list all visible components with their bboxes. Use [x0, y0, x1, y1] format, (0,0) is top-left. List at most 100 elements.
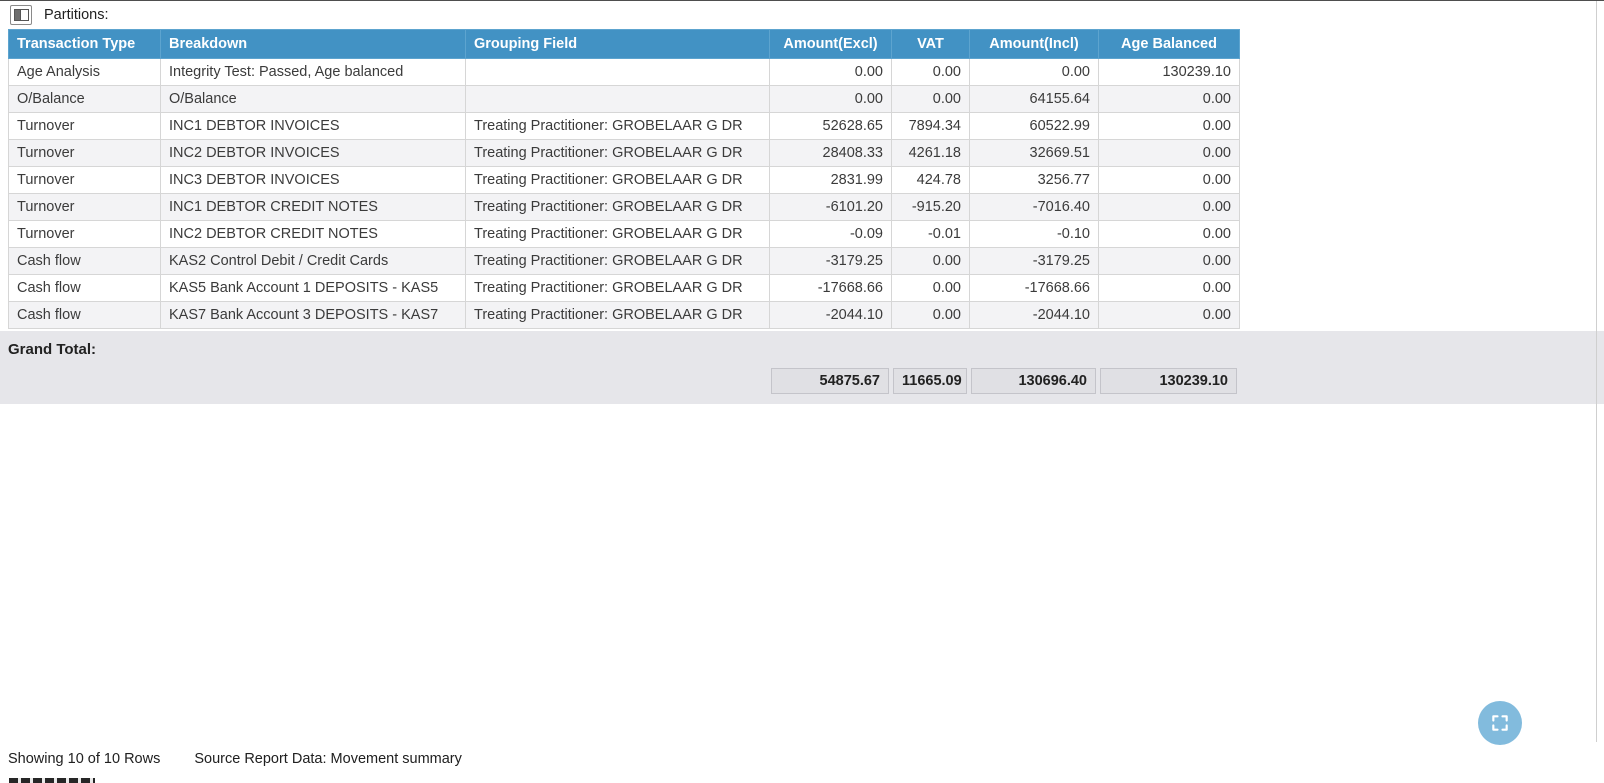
table-cell: Age Analysis — [8, 58, 161, 86]
table-cell: Treating Practitioner: GROBELAAR G DR — [465, 139, 770, 167]
table-cell: -915.20 — [891, 193, 970, 221]
column-header-breakdown[interactable]: Breakdown — [160, 29, 466, 59]
table-cell: 0.00 — [769, 85, 892, 113]
clipped-bottom-text — [9, 778, 95, 783]
table-cell: 0.00 — [1098, 112, 1240, 140]
table-row[interactable]: Turnover INC2 DEBTOR INVOICES Treating Pra… — [8, 139, 1240, 167]
table-cell: INC2 DEBTOR CREDIT NOTES — [160, 220, 466, 248]
table-cell: 0.00 — [891, 85, 970, 113]
table-cell: 60522.99 — [969, 112, 1099, 140]
table-cell: 3256.77 — [969, 166, 1099, 194]
table-header-row: Transaction Type Breakdown Grouping Field A… — [8, 29, 1240, 59]
table-cell: -3179.25 — [969, 247, 1099, 275]
row-count-status: Showing 10 of 10 Rows — [8, 751, 161, 767]
column-header-vat[interactable]: VAT — [891, 29, 970, 59]
table-cell: 424.78 — [891, 166, 970, 194]
table-cell: -3179.25 — [769, 247, 892, 275]
table-cell: Treating Practitioner: GROBELAAR G DR — [465, 274, 770, 302]
table-row[interactable]: O/Balance O/Balance 0.00 0.00 64155.64 0.00 — [8, 85, 1240, 113]
scrollbar-gutter[interactable] — [1596, 1, 1597, 742]
table-cell: Treating Practitioner: GROBELAAR G DR — [465, 112, 770, 140]
table-cell: INC2 DEBTOR INVOICES — [160, 139, 466, 167]
column-header-amount-incl-[interactable]: Amount(Incl) — [969, 29, 1099, 59]
table-row[interactable]: Turnover INC1 DEBTOR INVOICES Treating Pra… — [8, 112, 1240, 140]
column-header-age-balanced[interactable]: Age Balanced — [1098, 29, 1240, 59]
table-row[interactable]: Turnover INC3 DEBTOR INVOICES Treating Pra… — [8, 166, 1240, 194]
columns-icon — [13, 9, 29, 21]
column-header-amount-excl-[interactable]: Amount(Excl) — [769, 29, 892, 59]
table-cell: -17668.66 — [769, 274, 892, 302]
table-cell: 0.00 — [891, 301, 970, 329]
table-cell: -0.10 — [969, 220, 1099, 248]
table-cell: 0.00 — [1098, 193, 1240, 221]
table-cell: 0.00 — [1098, 247, 1240, 275]
table-cell: INC1 DEBTOR CREDIT NOTES — [160, 193, 466, 221]
expand-button[interactable] — [1478, 701, 1522, 745]
table-cell: 0.00 — [1098, 85, 1240, 113]
column-header-grouping-field[interactable]: Grouping Field — [465, 29, 770, 59]
grand-total-spacer — [465, 368, 769, 394]
table-cell: Cash flow — [8, 274, 161, 302]
grand-total-label: Grand Total: — [8, 341, 97, 358]
table-cell: -17668.66 — [969, 274, 1099, 302]
table-cell: 0.00 — [1098, 166, 1240, 194]
table-cell: -6101.20 — [769, 193, 892, 221]
table-cell — [465, 85, 770, 113]
table-row[interactable]: Cash flow KAS5 Bank Account 1 DEPOSITS - … — [8, 274, 1240, 302]
table-cell: 4261.18 — [891, 139, 970, 167]
table-cell: -2044.10 — [969, 301, 1099, 329]
table-cell: Treating Practitioner: GROBELAAR G DR — [465, 247, 770, 275]
table-cell: Turnover — [8, 166, 161, 194]
table-cell: 0.00 — [769, 58, 892, 86]
table-cell: 0.00 — [1098, 220, 1240, 248]
table-cell: Cash flow — [8, 247, 161, 275]
table-cell: Treating Practitioner: GROBELAAR G DR — [465, 166, 770, 194]
grand-total-amount-incl: 130696.40 — [971, 368, 1096, 394]
table-cell — [465, 58, 770, 86]
status-bar: Showing 10 of 10 Rows Source Report Data… — [8, 751, 462, 767]
table-cell: Integrity Test: Passed, Age balanced — [160, 58, 466, 86]
table-row[interactable]: Turnover INC2 DEBTOR CREDIT NOTES Treating… — [8, 220, 1240, 248]
table-cell: 32669.51 — [969, 139, 1099, 167]
table-cell: 0.00 — [891, 247, 970, 275]
table-cell: KAS2 Control Debit / Credit Cards — [160, 247, 466, 275]
partitions-label: Partitions: — [44, 7, 109, 23]
table-cell: 130239.10 — [1098, 58, 1240, 86]
table-body: Age Analysis Integrity Test: Passed, Age … — [8, 58, 1240, 329]
table-cell: INC3 DEBTOR INVOICES — [160, 166, 466, 194]
table-cell: Turnover — [8, 220, 161, 248]
table-cell: KAS7 Bank Account 3 DEPOSITS - KAS7 — [160, 301, 466, 329]
table-cell: Cash flow — [8, 301, 161, 329]
column-chooser-button[interactable] — [10, 5, 32, 25]
table-cell: 0.00 — [1098, 301, 1240, 329]
column-header-transaction-type[interactable]: Transaction Type — [8, 29, 161, 59]
table-cell: 64155.64 — [969, 85, 1099, 113]
grand-total-section: Grand Total: 54875.67 11665.09 130696.40… — [0, 331, 1604, 404]
table-cell: Treating Practitioner: GROBELAAR G DR — [465, 220, 770, 248]
table-cell: 2831.99 — [769, 166, 892, 194]
table-row[interactable]: Turnover INC1 DEBTOR CREDIT NOTES Treating… — [8, 193, 1240, 221]
table-row[interactable]: Cash flow KAS7 Bank Account 3 DEPOSITS - … — [8, 301, 1240, 329]
table-cell: 0.00 — [1098, 139, 1240, 167]
table-cell: KAS5 Bank Account 1 DEPOSITS - KAS5 — [160, 274, 466, 302]
table-cell: 0.00 — [1098, 274, 1240, 302]
table-cell: -2044.10 — [769, 301, 892, 329]
table-cell: 52628.65 — [769, 112, 892, 140]
partitions-toolbar: Partitions: — [0, 1, 1604, 29]
table-cell: 0.00 — [891, 274, 970, 302]
grand-total-row: 54875.67 11665.09 130696.40 130239.10 — [8, 368, 1239, 394]
partitions-table: Transaction Type Breakdown Grouping Field A… — [8, 29, 1240, 329]
table-cell: Turnover — [8, 139, 161, 167]
table-cell: 28408.33 — [769, 139, 892, 167]
table-cell: -7016.40 — [969, 193, 1099, 221]
table-cell: Treating Practitioner: GROBELAAR G DR — [465, 301, 770, 329]
table-row[interactable]: Age Analysis Integrity Test: Passed, Age … — [8, 58, 1240, 86]
table-row[interactable]: Cash flow KAS2 Control Debit / Credit Car… — [8, 247, 1240, 275]
table-cell: 7894.34 — [891, 112, 970, 140]
grand-total-age-balanced: 130239.10 — [1100, 368, 1237, 394]
table-cell: Turnover — [8, 112, 161, 140]
table-cell: O/Balance — [160, 85, 466, 113]
table-cell: Turnover — [8, 193, 161, 221]
table-cell: O/Balance — [8, 85, 161, 113]
table-cell: 0.00 — [969, 58, 1099, 86]
